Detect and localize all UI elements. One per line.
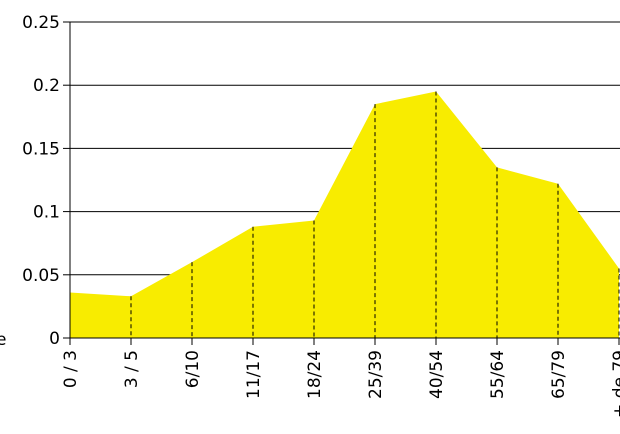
x-tick-label: 3 / 5 [122, 350, 142, 388]
x-tick-label: + de 79 [610, 350, 620, 418]
y-tick-label: 0 [49, 329, 60, 349]
x-tick-label: 40/54 [427, 350, 447, 399]
x-tick-label: 25/39 [366, 350, 386, 399]
x-tick-label: 6/10 [183, 350, 203, 388]
x-tick-label: 0 / 3 [61, 350, 81, 388]
y-tick-label: 0.25 [22, 13, 60, 33]
x-tick-label: 65/79 [549, 350, 569, 399]
y-tick-label: 0.05 [22, 266, 60, 286]
x-tick-label: 55/64 [488, 350, 508, 399]
y-tick-label: 0.15 [22, 139, 60, 159]
x-tick-label: 18/24 [305, 350, 325, 399]
y-tick-label: 0.2 [33, 76, 60, 96]
x-tick-label: 11/17 [244, 350, 264, 399]
area [70, 91, 619, 339]
y-tick-label: 0.1 [33, 203, 60, 223]
y-axis-label: e [0, 330, 6, 350]
